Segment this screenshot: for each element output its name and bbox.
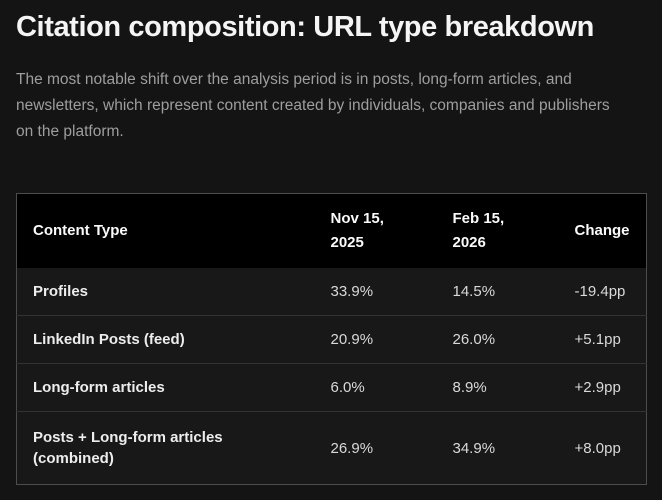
cell-value: 26.9% — [314, 411, 437, 485]
cell-value: 20.9% — [314, 315, 437, 364]
column-header-label: Content Type — [33, 222, 128, 239]
cell-content-type: Posts + Long-form articles (combined) — [16, 411, 315, 485]
cell-value: -19.4pp — [558, 268, 647, 316]
cell-value: 8.9% — [436, 363, 559, 412]
column-header-label: Change — [574, 222, 630, 239]
cell-content-type: LinkedIn Posts (feed) — [16, 315, 315, 364]
page-description: The most notable shift over the analysis… — [16, 71, 610, 140]
column-header-nov-15-2025: Nov 15, 2025 — [314, 193, 437, 268]
table-body: Profiles 33.9% 14.5% -19.4pp LinkedIn Posts … — [16, 268, 647, 485]
cell-content-type: Long-form articles — [16, 363, 315, 412]
table-row: Long-form articles 6.0% 8.9% +2.9pp — [16, 363, 647, 412]
content-section: Citation composition: URL type breakdown… — [16, 11, 647, 485]
column-header-feb-15-2026: Feb 15, 2026 — [436, 193, 559, 268]
cell-content-type: Profiles — [16, 268, 315, 316]
cell-value: 26.0% — [436, 315, 559, 364]
table-header-row: Content Type Nov 15, 2025 Feb 15, 2026 C… — [16, 193, 647, 268]
column-header-change: Change — [558, 193, 647, 268]
cell-value: +8.0pp — [558, 411, 647, 485]
table-row: Profiles 33.9% 14.5% -19.4pp — [16, 268, 647, 316]
cell-value: 33.9% — [314, 268, 437, 316]
column-header-label: Nov 15, 2025 — [330, 210, 384, 251]
cell-value: +2.9pp — [558, 363, 647, 412]
table-row: Posts + Long-form articles (combined) 26.… — [16, 411, 647, 485]
column-header-content-type: Content Type — [16, 193, 315, 268]
table-row: LinkedIn Posts (feed) 20.9% 26.0% +5.1pp — [16, 315, 647, 364]
page-title: Citation composition: URL type breakdown — [16, 11, 594, 43]
column-header-label: Feb 15, 2026 — [452, 210, 505, 251]
cell-value: 6.0% — [314, 363, 437, 412]
citation-breakdown-table: Content Type Nov 15, 2025 Feb 15, 2026 C… — [16, 193, 647, 485]
cell-value: 14.5% — [436, 268, 559, 316]
cell-value: 34.9% — [436, 411, 559, 485]
cell-value: +5.1pp — [558, 315, 647, 364]
